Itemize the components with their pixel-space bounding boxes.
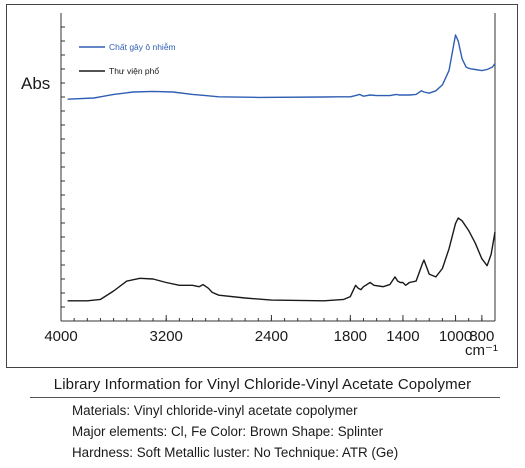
x-tick-label: 2400 bbox=[255, 328, 288, 345]
x-tick-label: 1800 bbox=[334, 328, 367, 345]
caption-hardness: Hardness: Soft Metallic luster: No Techn… bbox=[72, 445, 399, 460]
x-tick-label: 3200 bbox=[150, 328, 183, 345]
series-line-1 bbox=[67, 34, 496, 100]
series-line-2 bbox=[67, 217, 496, 302]
x-tick-label: 1000 bbox=[439, 328, 472, 345]
y-axis-label: Abs bbox=[21, 74, 50, 93]
x-tick-label: 1400 bbox=[386, 328, 419, 345]
x-axis-label: cm⁻¹ bbox=[465, 342, 498, 359]
legend-label-2: Thư viện phổ bbox=[109, 66, 159, 76]
caption-materials: Materials: Vinyl chloride-vinyl acetate … bbox=[72, 403, 358, 418]
caption-divider bbox=[30, 397, 500, 398]
x-tick-label: 4000 bbox=[44, 328, 77, 345]
chart-frame: 4000 3200 2400 1800 1400 1000 800 Abs cm⁻¹ Chất g… bbox=[6, 4, 518, 368]
legend-label-1: Chất gây ô nhiễm bbox=[109, 42, 176, 52]
x-tick-label: 800 bbox=[469, 328, 494, 345]
caption-title: Library Information for Vinyl Chloride-V… bbox=[53, 376, 472, 393]
caption-elements: Major elements: Cl, Fe Color: Brown Shap… bbox=[72, 424, 384, 439]
